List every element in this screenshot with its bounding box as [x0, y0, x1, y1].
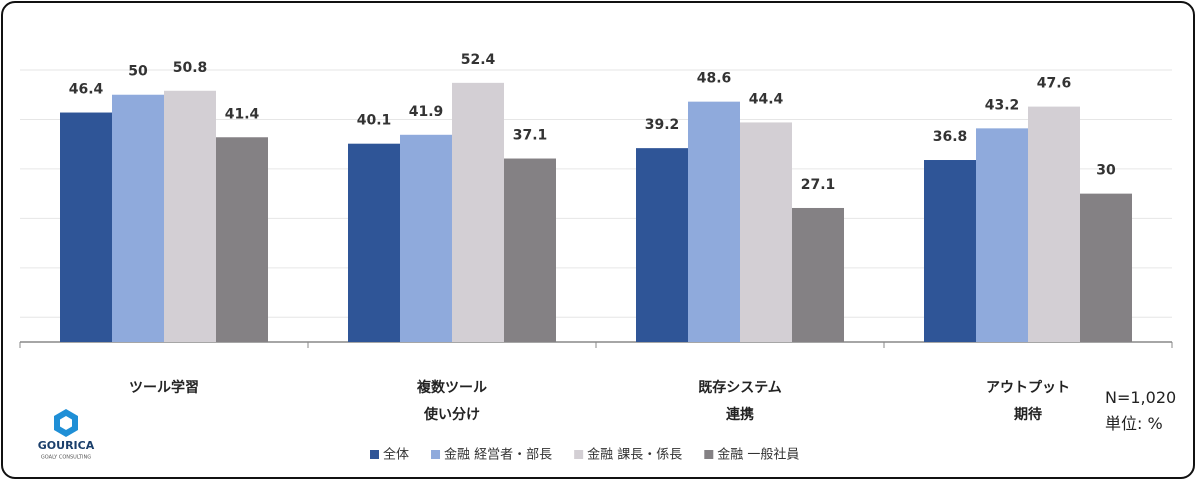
value-label: 27.1	[801, 177, 836, 193]
legend-swatch	[431, 450, 441, 459]
value-label: 40.1	[357, 113, 392, 129]
x-tick-label: 既存システム 連携	[698, 380, 782, 423]
bar	[112, 94, 164, 343]
bar	[1028, 106, 1080, 342]
value-label: 50	[128, 64, 148, 80]
legend-label: 金融 課長・係長	[587, 447, 682, 463]
legend-swatch	[370, 450, 379, 459]
legend-swatch	[574, 450, 584, 459]
logo-mark	[54, 409, 78, 437]
bar	[740, 122, 792, 343]
value-label: 39.2	[645, 117, 680, 133]
bar	[636, 148, 688, 342]
x-tick-label: アウトプット 期待	[986, 380, 1070, 423]
bar	[60, 112, 112, 342]
bar	[792, 207, 844, 342]
value-label: 41.9	[409, 104, 444, 120]
legend-label: 金融 一般社員	[717, 447, 799, 463]
x-tick-label: 複数ツール 使い分け	[417, 380, 487, 423]
bar	[400, 134, 452, 342]
bar	[216, 137, 268, 342]
legend-swatch	[704, 450, 714, 459]
value-label: 30	[1096, 163, 1116, 179]
bar	[164, 90, 216, 343]
bar	[688, 101, 740, 342]
bar	[924, 160, 976, 342]
value-label: 46.4	[69, 82, 104, 98]
bar	[452, 82, 504, 342]
value-label: 44.4	[749, 91, 784, 107]
bar	[348, 143, 400, 342]
value-label: 41.4	[225, 106, 260, 122]
bar	[504, 158, 556, 342]
value-label: 36.8	[933, 129, 968, 145]
value-label: 52.4	[461, 52, 496, 68]
x-tick-label: ツール学習	[129, 380, 199, 396]
value-label: 47.6	[1037, 76, 1072, 92]
bar	[1080, 193, 1132, 342]
value-label: 37.1	[513, 128, 548, 144]
note: N=1,020	[1105, 388, 1177, 407]
logo-name: GOURICA	[38, 439, 95, 452]
bar	[976, 128, 1028, 342]
value-label: 43.2	[985, 97, 1020, 113]
legend-label: 金融 経営者・部長	[444, 447, 552, 463]
note: 単位: %	[1105, 414, 1163, 433]
value-label: 48.6	[697, 71, 732, 87]
logo-tagline: GOALY CONSULTING	[41, 455, 91, 461]
legend-label: 全体	[383, 447, 409, 463]
value-label: 50.8	[173, 60, 208, 76]
